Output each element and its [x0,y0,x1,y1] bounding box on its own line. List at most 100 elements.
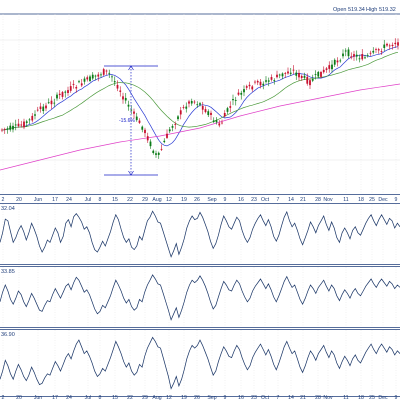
x-tick-label: 16 [238,197,244,203]
candle-body [193,101,196,103]
candle-body [336,60,339,63]
x-tick-label: 22 [127,197,133,203]
x-tick-label: 15 [112,197,118,203]
candle-body [355,54,358,57]
candle-body [113,81,116,83]
candle-body [124,97,127,101]
measure-annotation: -15.6% [119,118,135,124]
candle-body [276,74,278,78]
candle-body [322,69,325,73]
x-tick-label: Sep [207,395,216,400]
x-tick-label: 9 [395,395,398,400]
candle-body [25,121,28,123]
candle-body [226,108,229,112]
high-value: 519.32 [379,7,396,13]
x-tick-label: 8 [99,197,102,203]
candle-body [14,124,17,126]
oscillator-2-value: 33.85 [1,269,15,275]
oscillator-1-value: 32.04 [1,206,15,212]
candle-body [17,123,20,126]
x-tick-label: 9 [224,395,227,400]
candle-body [306,76,309,84]
candle-body [31,115,34,121]
candle-body [358,58,361,60]
candle-body [188,101,190,104]
candle-body [240,92,243,95]
candle-body [375,48,377,50]
oscillator-2-line [0,336,400,390]
candle-body [182,107,185,108]
x-tick-label: 24 [66,395,72,400]
candle-body [94,75,97,77]
candle-body [86,77,89,80]
candle-body [248,84,251,87]
x-tick-label: 12 [166,197,172,203]
candle-body [251,86,254,90]
x-tick-label: 21 [300,197,306,203]
x-tick-label: 19 [181,197,187,203]
candle-body [122,96,124,100]
candle-body [317,71,320,77]
candle-body [171,126,174,128]
candle-body [155,153,157,155]
candle-body [320,71,322,77]
candle-body [97,74,100,77]
x-tick-label: 26 [194,197,200,203]
candle-body [344,50,347,52]
candle-body [146,136,149,141]
candle-body [67,90,69,94]
candle-body [204,109,207,113]
candle-body [179,110,182,115]
candle-body [223,113,226,117]
oscillator-1-line [0,274,400,321]
x-tick-label: Aug [152,197,161,203]
candle-body [394,42,397,45]
candle-body [353,54,355,57]
candle-body [3,128,6,130]
x-tick-label: Nov [323,395,333,400]
candle-body [58,93,61,96]
candle-body [69,86,72,91]
candle-body [56,94,58,99]
candle-body [311,79,314,81]
candle-body [350,56,353,58]
x-tick-label: 24 [66,197,72,203]
candle-body [295,72,298,76]
candle-body [361,54,364,60]
candle-body [116,84,119,89]
candle-body [366,55,369,57]
candle-body [9,125,12,130]
candle-body [278,74,281,76]
x-tick-label: 2 [2,197,5,203]
candle-body [289,72,292,74]
candle-body [267,80,270,82]
x-tick-label: Jun [34,395,42,400]
candle-body [149,141,152,147]
x-tick-label: 25 [369,197,375,203]
candle-body [89,76,91,82]
candle-body [6,128,9,130]
candle-body [34,114,36,116]
x-tick-label: Jul [85,197,92,203]
x-tick-label: Sep [207,197,216,203]
oscillator-axis-labels: 2 20 Jun 17 24 Jul 8 15 22 29 Aug 12 19 26 Sep 9 16 23 Oct… [2,395,398,401]
x-tick-label: 16 [238,395,244,400]
candle-body [210,112,212,115]
candle-body [229,106,232,108]
candle-body [163,140,166,143]
measure-arrow-bottom [128,170,134,176]
candle-body [75,86,78,89]
x-tick-label: 25 [369,395,375,400]
candle-body [20,124,23,126]
candle-body [309,80,311,86]
candle-body [281,73,284,77]
x-tick-label: Jun [34,197,42,203]
x-tick-label: 23 [251,395,257,400]
x-tick-label: 11 [343,197,348,203]
candle-body [386,43,388,46]
candle-body [284,72,287,74]
candle-body [287,71,289,74]
x-tick-label: 17 [52,197,58,203]
candle-body [339,60,342,62]
candle-body [221,122,223,124]
